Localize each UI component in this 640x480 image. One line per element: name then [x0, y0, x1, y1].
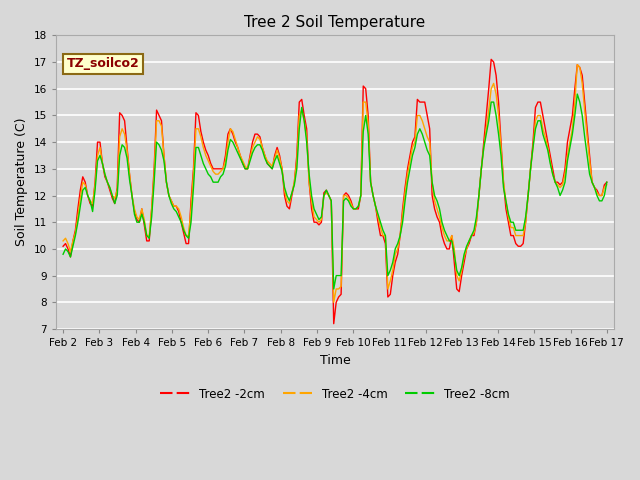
Title: Tree 2 Soil Temperature: Tree 2 Soil Temperature: [244, 15, 426, 30]
X-axis label: Time: Time: [319, 354, 350, 367]
Y-axis label: Soil Temperature (C): Soil Temperature (C): [15, 118, 28, 246]
Legend: Tree2 -2cm, Tree2 -4cm, Tree2 -8cm: Tree2 -2cm, Tree2 -4cm, Tree2 -8cm: [156, 383, 515, 405]
Text: TZ_soilco2: TZ_soilco2: [67, 57, 140, 71]
